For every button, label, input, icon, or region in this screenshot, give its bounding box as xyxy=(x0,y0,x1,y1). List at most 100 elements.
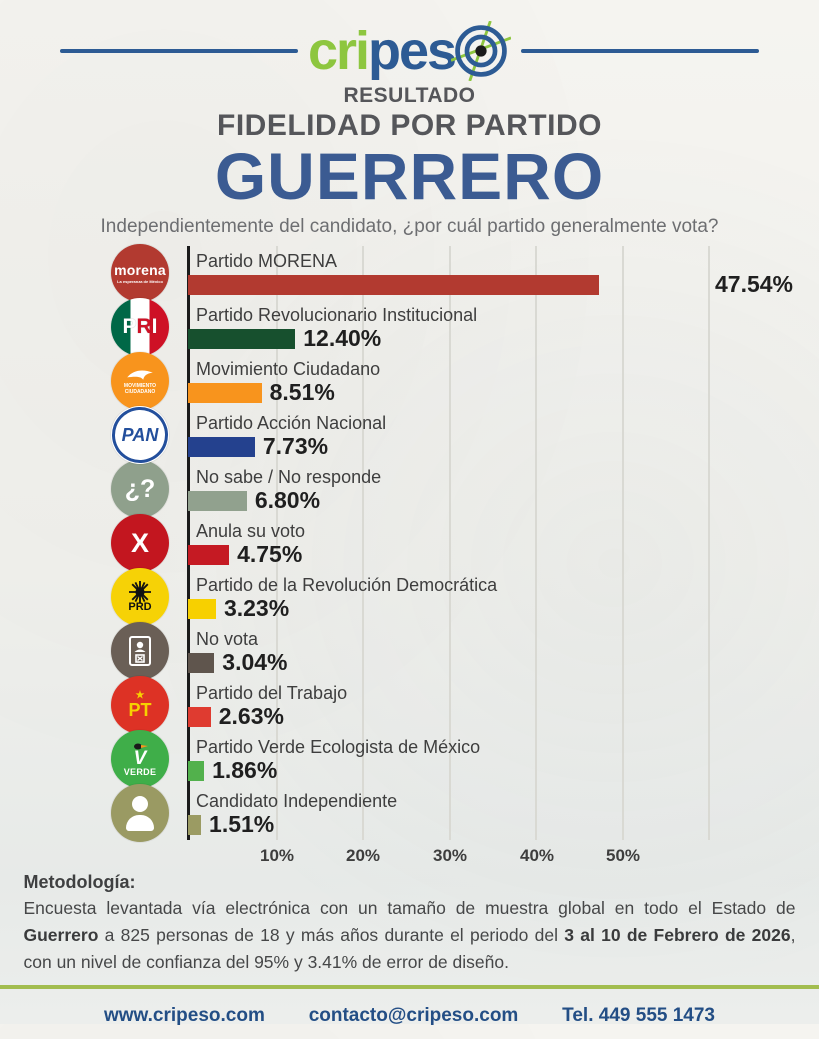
gridline-10 xyxy=(276,246,278,841)
bar-label: Partido de la Revolución Democrática xyxy=(196,575,498,596)
ballot-icon xyxy=(111,622,169,681)
pt-logo-icon: ★ PT xyxy=(111,676,169,735)
bar-label: Movimiento Ciudadano xyxy=(196,359,381,380)
toucan-icon xyxy=(134,743,148,750)
gridline-60 xyxy=(708,246,710,841)
state-title: GUERRERO xyxy=(214,139,605,213)
pri-letter-r: R xyxy=(136,315,152,339)
plot-area: morena La esperanza de México Partido MO… xyxy=(0,244,819,843)
bar-value: 1.51% xyxy=(209,811,275,838)
verde-logo-text: VERDE xyxy=(123,766,157,777)
question-marks-icon: ¿? xyxy=(111,460,169,519)
party-row-pt: ★ PT Partido del Trabajo 2.63% xyxy=(0,676,819,735)
brand-logo: cri pes xyxy=(307,21,512,81)
party-row-movimiento-ciudadano: MOVIMIENTO CIUDADANO Movimiento Ciudadan… xyxy=(0,352,819,411)
pri-letter-i: I xyxy=(151,315,158,339)
x-axis-ticks: 10% 20% 30% 40% 50% xyxy=(0,842,819,868)
prd-logo-icon: PRD xyxy=(111,568,169,627)
mc-logo-line1: MOVIMIENTO xyxy=(123,383,157,390)
methodology-bold-state: Guerrero xyxy=(23,924,99,945)
tick-label: 40% xyxy=(519,846,555,866)
bar-value: 2.63% xyxy=(218,703,284,730)
no-sabe-logo-text: ¿? xyxy=(124,474,156,503)
bar-verde xyxy=(188,760,205,781)
y-axis-line xyxy=(187,246,190,841)
star-icon: ★ xyxy=(135,690,145,702)
movimiento-ciudadano-logo-icon: MOVIMIENTO CIUDADANO xyxy=(111,352,169,411)
bar-value: 3.23% xyxy=(223,595,290,622)
footer-phone: Tel. 449 555 1473 xyxy=(562,1005,715,1027)
pt-logo-text: PT xyxy=(128,700,152,721)
methodology-p2: a 825 personas de 18 y más años durante … xyxy=(98,924,565,945)
chart-rows: morena La esperanza de México Partido MO… xyxy=(0,244,819,843)
party-row-verde: V VERDE Partido Verde Ecologista de Méxi… xyxy=(0,730,819,789)
party-row-anula-voto: X Anula su voto 4.75% xyxy=(0,514,819,573)
eagle-icon xyxy=(127,370,153,381)
bar-pri xyxy=(188,328,296,349)
bar-pan xyxy=(188,436,255,457)
bar-label: Candidato Independiente xyxy=(196,791,398,812)
target-crosshair-icon xyxy=(451,21,512,81)
bar-prd xyxy=(188,598,216,619)
bar-label: Partido Verde Ecologista de México xyxy=(196,737,481,758)
bar-label: Anula su voto xyxy=(196,521,306,542)
morena-logo-tagline: La esperanza de México xyxy=(117,279,163,285)
bar-label: No vota xyxy=(196,629,259,650)
verde-check: V xyxy=(133,747,147,769)
bar-value: 8.51% xyxy=(269,379,335,406)
person-icon xyxy=(111,784,169,843)
header: cri pes xyxy=(0,0,819,84)
header-rule-left xyxy=(59,49,298,53)
methodology-p3: , con un nivel de confianza del 95% y 3.… xyxy=(23,924,796,972)
party-row-independiente: Candidato Independiente 1.51% xyxy=(0,784,819,843)
methodology-title: Metodología: xyxy=(23,872,136,893)
footer: www.cripeso.com contacto@cripeso.com Tel… xyxy=(0,993,819,1039)
bar-no-sabe xyxy=(188,490,247,511)
bar-anula xyxy=(188,544,230,565)
page-title: FIDELIDAD POR PARTIDO xyxy=(217,109,602,142)
verde-logo-icon: V VERDE xyxy=(111,730,169,789)
kicker-label: RESULTADO xyxy=(343,84,476,107)
survey-question: Independientemente del candidato, ¿por c… xyxy=(100,216,719,238)
mc-logo-line2: CIUDADANO xyxy=(124,389,156,396)
footer-website: www.cripeso.com xyxy=(104,1005,265,1027)
title-block: RESULTADO FIDELIDAD POR PARTIDO GUERRERO… xyxy=(0,84,819,238)
methodology-text: Encuesta levantada vía electrónica con u… xyxy=(24,895,796,975)
sun-icon xyxy=(129,581,151,604)
methodology-bold-dates: 3 al 10 de Febrero de 2026 xyxy=(564,924,791,945)
pan-logo-text: PAN xyxy=(121,424,159,445)
gridline-30 xyxy=(449,246,451,841)
anula-logo-text: X xyxy=(130,527,149,558)
tick-label: 50% xyxy=(605,846,641,866)
bar-pt xyxy=(188,706,211,727)
tick-label: 30% xyxy=(432,846,468,866)
header-rule-right xyxy=(521,49,760,53)
bar-mc xyxy=(188,382,262,403)
morena-logo-icon: morena La esperanza de México xyxy=(111,244,169,303)
bar-label: Partido Acción Nacional xyxy=(196,413,387,434)
bar-value: 4.75% xyxy=(237,541,303,568)
footer-divider xyxy=(0,985,819,990)
tick-label: 20% xyxy=(345,846,381,866)
bar-value: 3.04% xyxy=(222,649,288,676)
bar-chart: morena La esperanza de México Partido MO… xyxy=(0,244,819,868)
bar-label: Partido Revolucionario Institucional xyxy=(196,305,478,326)
morena-logo-text: morena xyxy=(114,262,166,279)
footer-email: contacto@cripeso.com xyxy=(308,1005,519,1027)
bar-value: 12.40% xyxy=(303,325,382,352)
bar-label: Partido MORENA xyxy=(196,251,338,272)
bar-label: Partido del Trabajo xyxy=(196,683,348,704)
bar-value: 7.73% xyxy=(262,433,329,460)
bar-value: 6.80% xyxy=(254,487,321,514)
party-row-morena: morena La esperanza de México Partido MO… xyxy=(0,244,819,303)
brand-name-part2: pes xyxy=(368,21,457,81)
methodology-block: Metodología: Encuesta levantada vía elec… xyxy=(24,872,796,975)
bar-no-vota xyxy=(188,652,215,673)
gridline-40 xyxy=(535,246,537,841)
bar-value: 47.54% xyxy=(715,271,794,298)
pri-letter-p: P xyxy=(122,315,137,339)
brand-name-part1: cri xyxy=(307,21,370,81)
